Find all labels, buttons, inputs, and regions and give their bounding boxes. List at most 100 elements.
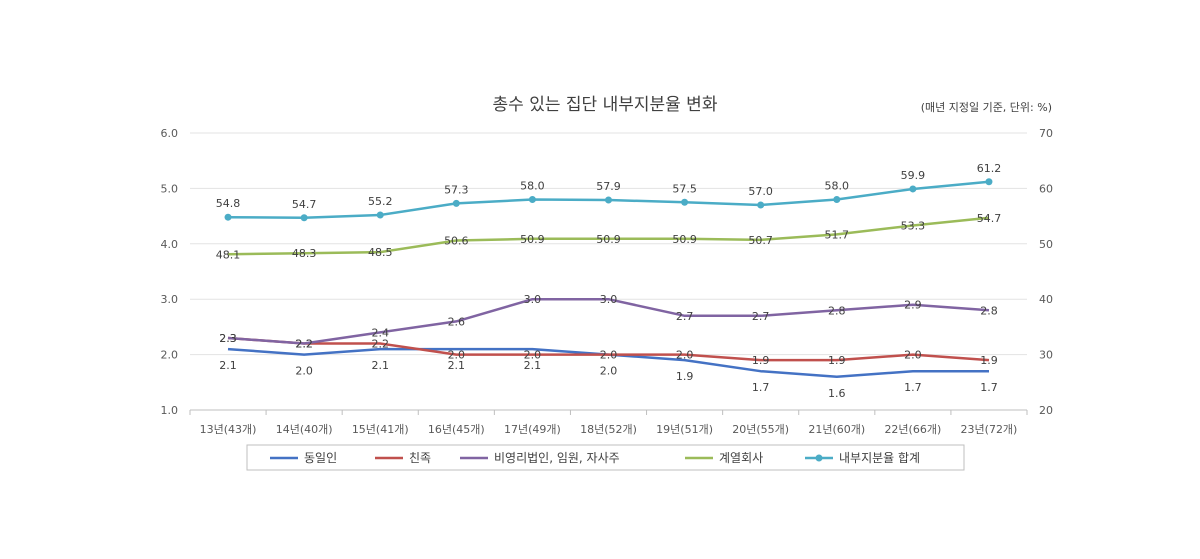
data-label: 58.0 — [520, 179, 545, 192]
data-label: 2.8 — [980, 304, 998, 317]
data-point — [757, 201, 765, 209]
data-label: 57.3 — [444, 183, 469, 196]
legend-label: 계열회사 — [719, 451, 763, 465]
data-label: 57.0 — [748, 185, 773, 198]
data-label: 2.1 — [524, 359, 542, 372]
data-labels: 2.1 2.0 2.1 2.1 2.1 2.0 1.91.7 1.6 1.7 1.72.3 2.2 2… — [216, 162, 1001, 400]
data-label: 1.7 — [752, 381, 770, 394]
left-tick-label: 5.0 — [161, 182, 179, 195]
data-label: 1.9 — [676, 370, 694, 383]
data-point — [300, 214, 308, 222]
data-label: 2.0 — [600, 365, 618, 378]
data-label: 58.0 — [825, 179, 850, 192]
left-y-axis: 1.0 2.0 3.0 4.0 5.0 6.0 — [161, 127, 179, 417]
data-label: 2.2 — [295, 338, 313, 351]
data-label: 50.7 — [748, 234, 773, 247]
data-label: 2.3 — [219, 332, 237, 345]
data-label: 55.2 — [368, 195, 393, 208]
data-label: 2.3 — [219, 332, 237, 345]
data-label: 2.9 — [904, 299, 922, 312]
data-label: 1.7 — [904, 381, 922, 394]
data-label: 48.3 — [292, 247, 317, 260]
left-tick-label: 2.0 — [161, 349, 179, 362]
left-tick-label: 3.0 — [161, 293, 179, 306]
legend-label: 친족 — [409, 451, 431, 465]
data-label: 54.8 — [216, 197, 241, 210]
data-label: 2.8 — [828, 304, 846, 317]
right-tick-label: 60 — [1039, 182, 1053, 195]
data-point — [985, 178, 993, 186]
x-tick-label: 19년(51개) — [656, 423, 713, 436]
data-label: 61.2 — [977, 162, 1002, 175]
right-tick-label: 40 — [1039, 293, 1053, 306]
data-label: 1.6 — [828, 387, 846, 400]
data-point — [528, 195, 536, 203]
data-label: 1.9 — [980, 354, 998, 367]
legend-box — [246, 444, 965, 471]
chart-title: 총수 있는 집단 내부지분율 변화 — [493, 95, 718, 115]
data-label: 1.9 — [828, 354, 846, 367]
legend-label: 내부지분율 합계 — [839, 451, 920, 465]
x-tick-label: 13년(43개) — [200, 423, 257, 436]
data-label: 2.1 — [371, 359, 389, 372]
data-label: 50.9 — [672, 233, 697, 246]
right-tick-label: 50 — [1039, 238, 1053, 251]
data-label: 57.5 — [672, 182, 697, 195]
data-label: 50.9 — [596, 233, 621, 246]
data-label: 1.9 — [752, 354, 770, 367]
right-tick-label: 30 — [1039, 349, 1053, 362]
data-label: 48.5 — [368, 246, 393, 259]
data-label: 2.0 — [448, 349, 466, 362]
data-label: 2.2 — [295, 338, 313, 351]
series-layer — [224, 178, 993, 379]
data-point — [376, 211, 384, 219]
data-point — [909, 185, 917, 193]
data-label: 2.6 — [448, 315, 466, 328]
x-tick-label: 20년(55개) — [732, 423, 789, 436]
x-tick-label: 15년(41개) — [352, 423, 409, 436]
data-point — [224, 213, 232, 221]
unit-note: (매년 지정일 기준, 단위: %) — [921, 100, 1052, 114]
data-label: 3.0 — [524, 293, 542, 306]
data-label: 59.9 — [901, 169, 926, 182]
right-tick-label: 70 — [1039, 127, 1053, 140]
data-label: 54.7 — [292, 198, 317, 211]
data-label: 50.6 — [444, 234, 469, 247]
data-label: 2.0 — [295, 365, 313, 378]
series-line — [227, 336, 990, 362]
data-point — [833, 195, 841, 203]
x-tick-label: 21년(60개) — [808, 423, 865, 436]
data-label: 51.7 — [825, 228, 850, 241]
data-label: 3.0 — [600, 293, 618, 306]
legend-label: 동일인 — [304, 451, 337, 465]
x-tick-label: 16년(45개) — [428, 423, 485, 436]
left-tick-label: 4.0 — [161, 238, 179, 251]
x-axis: 13년(43개) 14년(40개) 15년(41개) 16년(45개) 17년(49개)… — [189, 409, 1028, 436]
data-label: 2.7 — [752, 310, 770, 323]
x-tick-label: 23년(72개) — [961, 423, 1018, 436]
data-label: 2.1 — [219, 359, 237, 372]
data-label: 50.9 — [520, 233, 545, 246]
data-label: 1.7 — [980, 381, 998, 394]
left-tick-label: 6.0 — [161, 127, 179, 140]
data-label: 2.1 — [448, 359, 466, 372]
data-label: 2.0 — [904, 349, 922, 362]
data-label: 2.7 — [676, 310, 694, 323]
data-label: 53.3 — [901, 220, 926, 233]
right-tick-label: 20 — [1039, 404, 1053, 417]
right-y-axis: 20 30 40 50 60 70 — [1039, 127, 1053, 417]
legend: 동일인 친족 비영리법인, 임원, 자사주 계열회사 내부지분율 합계 — [246, 444, 965, 471]
data-label: 48.1 — [216, 248, 241, 261]
x-tick-label: 14년(40개) — [276, 423, 333, 436]
series-line — [227, 297, 990, 345]
legend-marker — [815, 454, 823, 462]
x-tick-label: 18년(52개) — [580, 423, 637, 436]
data-point — [605, 196, 612, 204]
legend-label: 비영리법인, 임원, 자사주 — [494, 451, 620, 465]
data-label: 2.0 — [600, 349, 618, 362]
data-point — [681, 198, 689, 206]
left-tick-label: 1.0 — [161, 404, 179, 417]
data-label: 2.4 — [371, 326, 389, 339]
x-tick-label: 22년(66개) — [884, 423, 941, 436]
